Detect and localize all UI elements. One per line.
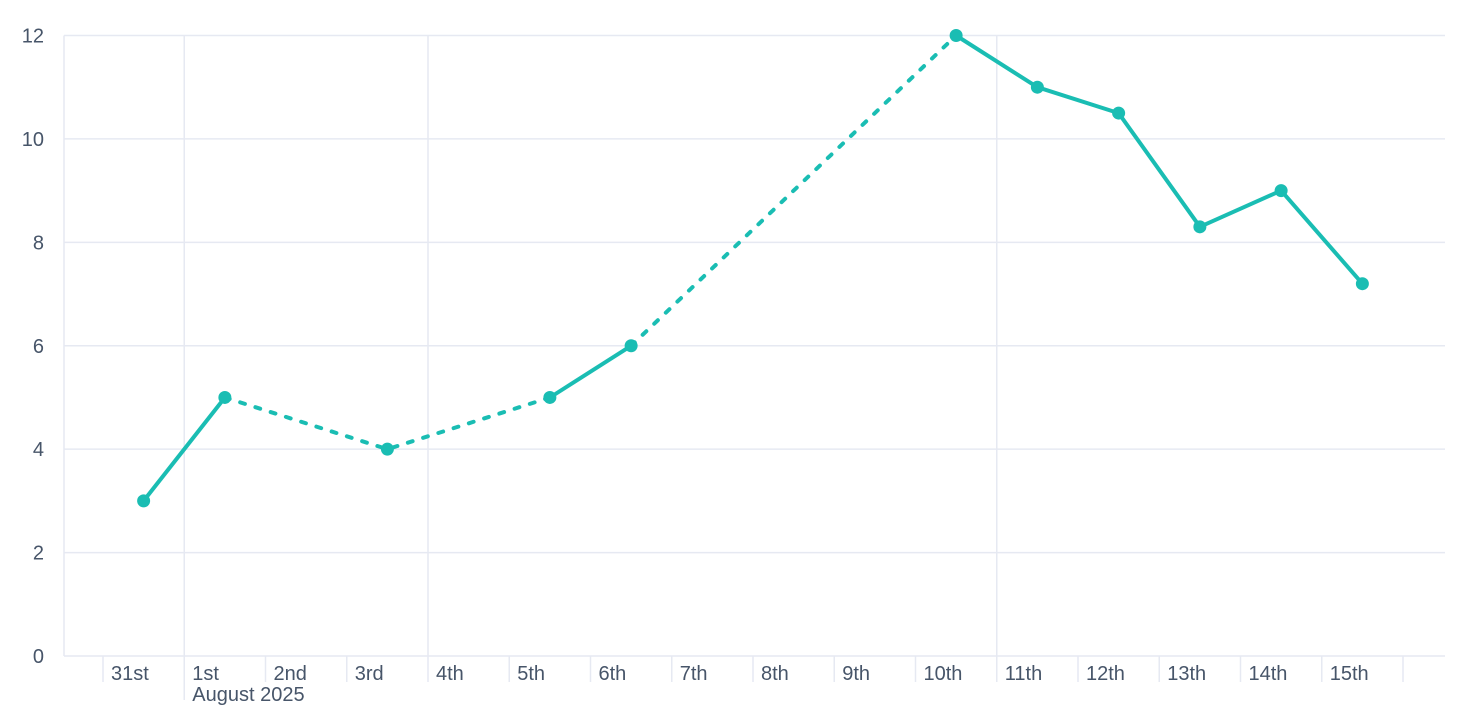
data-point-marker[interactable] <box>624 339 638 353</box>
y-axis-tick-label: 0 <box>33 646 44 668</box>
x-axis-month-label: August 2025 <box>192 684 304 706</box>
x-axis-tick-label: 3rd <box>355 663 384 685</box>
dashed-line-segment <box>629 33 959 348</box>
x-axis-tick-label: 15th <box>1330 663 1369 685</box>
x-axis-tick-label: 1st <box>192 663 219 685</box>
solid-line-segment <box>954 33 1365 286</box>
y-axis-tick-label: 6 <box>33 336 44 358</box>
x-axis-tick-label: 2nd <box>274 663 307 685</box>
dashed-line-segment <box>222 395 552 452</box>
x-axis-tick-label: 11th <box>1005 663 1042 685</box>
x-axis-tick-label: 6th <box>599 663 627 685</box>
x-axis-tick-label: 31st <box>111 663 149 685</box>
y-axis-tick-label: 8 <box>33 232 44 254</box>
x-axis-tick-label: 9th <box>842 663 870 685</box>
y-axis-tick-label: 4 <box>33 439 44 461</box>
x-axis-tick-label: 4th <box>436 663 464 685</box>
data-point-marker[interactable] <box>218 390 232 404</box>
y-axis-tick-label: 12 <box>22 26 44 48</box>
data-point-marker[interactable] <box>1112 106 1126 120</box>
data-point-marker[interactable] <box>543 390 557 404</box>
data-point-marker[interactable] <box>380 442 394 456</box>
x-axis-tick-label: 7th <box>680 663 708 685</box>
x-axis-tick-label: 10th <box>924 663 963 685</box>
solid-line-segment <box>141 395 227 503</box>
solid-line-segment <box>547 343 634 400</box>
data-point-marker[interactable] <box>1274 184 1288 198</box>
x-axis-tick-label: 12th <box>1086 663 1125 685</box>
data-point-marker[interactable] <box>949 29 963 42</box>
x-axis-tick-label: 14th <box>1249 663 1288 685</box>
y-axis-tick-label: 2 <box>33 543 44 565</box>
y-axis-tick-label: 10 <box>22 129 44 151</box>
data-point-marker[interactable] <box>1193 220 1207 234</box>
x-axis-tick-label: 5th <box>517 663 545 685</box>
x-axis-tick-label: 8th <box>761 663 789 685</box>
data-point-marker[interactable] <box>1030 80 1044 94</box>
x-axis-tick-label: 13th <box>1167 663 1206 685</box>
data-point-marker[interactable] <box>1355 277 1369 291</box>
data-point-marker[interactable] <box>137 494 151 508</box>
